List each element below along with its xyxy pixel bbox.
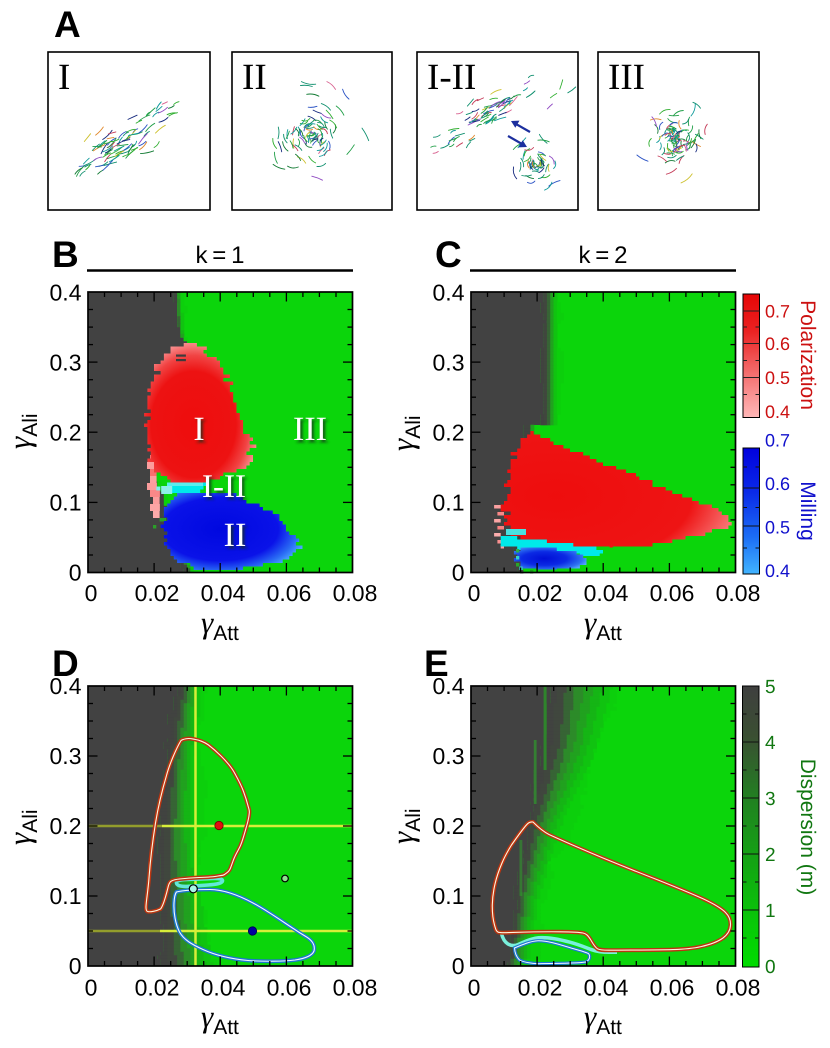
svg-text:0.02: 0.02 <box>518 580 563 606</box>
svg-text:0: 0 <box>85 580 98 606</box>
svg-text:A: A <box>54 4 81 45</box>
svg-text:k = 2: k = 2 <box>579 242 628 269</box>
svg-text:0.2: 0.2 <box>433 420 465 446</box>
svg-text:I-II: I-II <box>427 57 476 98</box>
svg-text:0.04: 0.04 <box>584 580 629 606</box>
svg-text:0.4: 0.4 <box>433 280 465 306</box>
svg-text:1: 1 <box>765 901 776 922</box>
svg-text:0: 0 <box>69 953 82 979</box>
svg-text:I-II: I-II <box>204 472 248 508</box>
svg-text:0.5: 0.5 <box>765 518 790 538</box>
svg-text:0.3: 0.3 <box>433 350 465 376</box>
svg-text:0.08: 0.08 <box>716 975 761 1001</box>
svg-text:γAli: γAli <box>385 415 425 451</box>
svg-text:0.3: 0.3 <box>50 743 82 769</box>
svg-text:0.4: 0.4 <box>765 402 790 422</box>
svg-text:0.2: 0.2 <box>50 420 82 446</box>
svg-text:0.02: 0.02 <box>518 975 563 1001</box>
svg-text:0.1: 0.1 <box>433 490 465 516</box>
svg-text:k = 1: k = 1 <box>196 242 245 269</box>
svg-text:0.02: 0.02 <box>135 975 180 1001</box>
svg-text:0: 0 <box>468 975 481 1001</box>
svg-text:γAli: γAli <box>2 809 42 845</box>
svg-text:Dispersion (m): Dispersion (m) <box>796 759 819 896</box>
svg-text:III: III <box>608 57 645 98</box>
svg-text:0.4: 0.4 <box>50 673 82 699</box>
svg-text:Milling: Milling <box>796 481 819 541</box>
svg-text:0.04: 0.04 <box>584 975 629 1001</box>
svg-text:0.08: 0.08 <box>716 580 761 606</box>
svg-text:γAli: γAli <box>385 808 425 844</box>
svg-text:γAtt: γAtt <box>584 605 622 645</box>
svg-text:γAtt: γAtt <box>201 605 239 645</box>
svg-text:0.3: 0.3 <box>433 743 465 769</box>
svg-text:0.7: 0.7 <box>765 302 790 322</box>
svg-text:0.1: 0.1 <box>433 883 465 909</box>
svg-text:I: I <box>58 57 70 98</box>
svg-text:γAtt: γAtt <box>584 999 622 1039</box>
svg-text:0.08: 0.08 <box>333 580 378 606</box>
svg-text:C: C <box>435 234 462 275</box>
svg-text:III: III <box>293 411 327 448</box>
svg-text:0.04: 0.04 <box>201 580 246 606</box>
svg-text:0: 0 <box>765 957 776 978</box>
svg-text:I: I <box>196 414 207 451</box>
svg-text:0.06: 0.06 <box>267 580 312 606</box>
svg-text:0.6: 0.6 <box>765 474 790 494</box>
svg-text:E: E <box>424 643 449 684</box>
svg-text:0.5: 0.5 <box>765 368 790 388</box>
svg-text:Polarization: Polarization <box>796 300 819 410</box>
svg-text:0.3: 0.3 <box>50 350 82 376</box>
svg-text:0.6: 0.6 <box>765 334 790 354</box>
svg-text:0.04: 0.04 <box>201 975 246 1001</box>
svg-text:3: 3 <box>765 789 776 810</box>
svg-text:I-II: I-II <box>202 469 246 505</box>
svg-text:γAli: γAli <box>2 413 42 449</box>
svg-text:III: III <box>295 414 329 451</box>
svg-text:0.4: 0.4 <box>433 673 465 699</box>
svg-text:0.7: 0.7 <box>765 431 790 451</box>
svg-text:0.02: 0.02 <box>135 580 180 606</box>
svg-text:0: 0 <box>452 953 465 979</box>
svg-text:0: 0 <box>85 975 98 1001</box>
svg-text:I: I <box>193 411 204 448</box>
svg-text:0.06: 0.06 <box>650 975 695 1001</box>
svg-text:0: 0 <box>452 560 465 586</box>
svg-text:0: 0 <box>69 560 82 586</box>
svg-text:0.1: 0.1 <box>50 490 82 516</box>
svg-text:0.2: 0.2 <box>50 813 82 839</box>
svg-text:0.4: 0.4 <box>50 280 82 306</box>
svg-text:0.2: 0.2 <box>433 813 465 839</box>
svg-text:0: 0 <box>468 580 481 606</box>
svg-text:0.06: 0.06 <box>650 580 695 606</box>
svg-text:4: 4 <box>765 733 776 754</box>
svg-text:0.1: 0.1 <box>50 883 82 909</box>
svg-text:5: 5 <box>765 677 776 698</box>
svg-text:2: 2 <box>765 845 776 866</box>
svg-text:0.06: 0.06 <box>267 975 312 1001</box>
svg-text:0.08: 0.08 <box>333 975 378 1001</box>
svg-text:γAtt: γAtt <box>201 999 239 1039</box>
svg-text:II: II <box>242 57 267 98</box>
svg-text:II: II <box>224 517 247 554</box>
svg-text:D: D <box>52 643 79 684</box>
svg-text:B: B <box>52 234 79 275</box>
svg-text:0.4: 0.4 <box>765 561 790 581</box>
svg-text:II: II <box>226 520 249 557</box>
